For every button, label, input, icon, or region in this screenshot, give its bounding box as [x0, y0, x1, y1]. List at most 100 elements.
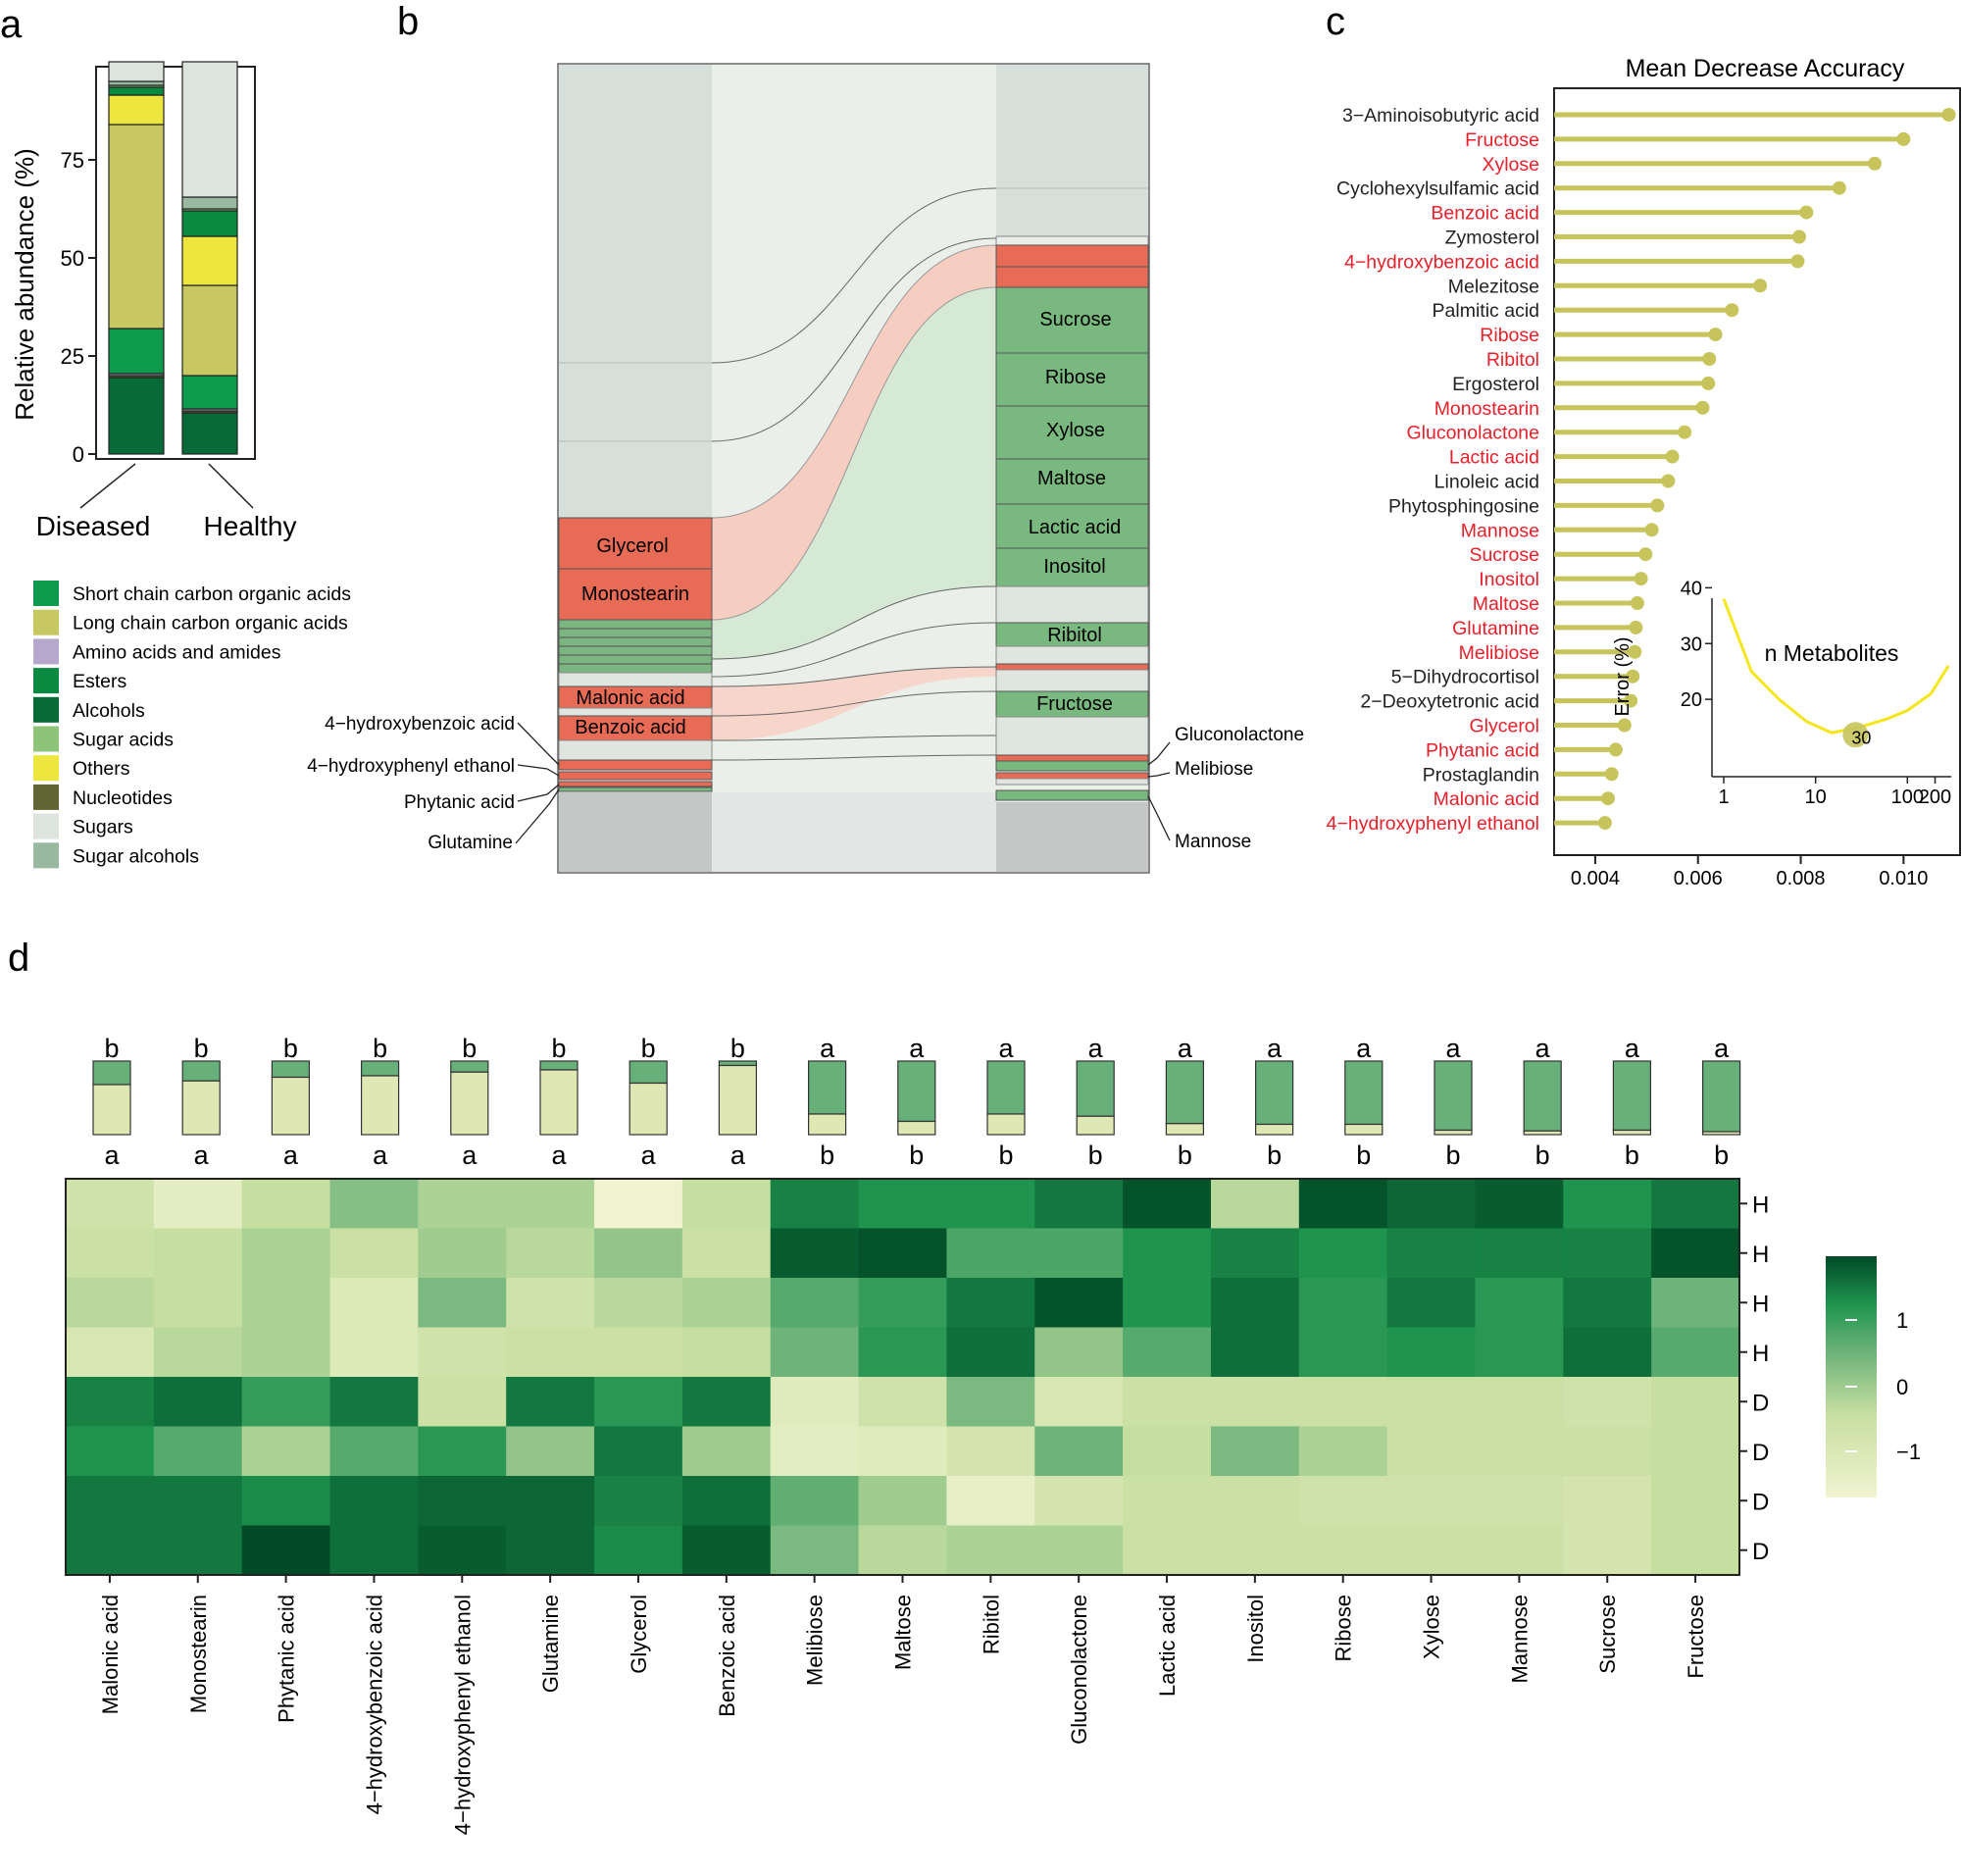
heatmap-cell: [329, 1377, 419, 1427]
lollipop-label: Phytosphingosine: [1388, 495, 1539, 517]
bar-diseased-portion: [807, 1113, 847, 1136]
legend-label: Long chain carbon organic acids: [73, 613, 348, 634]
legend-swatch: [33, 813, 59, 839]
heatmap-cell: [66, 1327, 155, 1378]
label-right-inositol: Inositol: [1043, 556, 1105, 578]
sig-letter-bottom: b: [1714, 1141, 1729, 1170]
heatmap-cell: [418, 1278, 507, 1328]
heatmap-cell: [153, 1377, 243, 1427]
heatmap-cell: [1651, 1525, 1740, 1576]
bar-healthy-portion: [271, 1060, 310, 1079]
a-ytick-label: 0: [73, 442, 84, 467]
callout-4hpe: 4−hydroxyphenyl ethanol: [307, 756, 515, 777]
panel-c-lollipop-chart: Mean Decrease Accuracy 3−Aminoisobutyric…: [1327, 55, 1961, 889]
lollipop-dot: [1701, 376, 1716, 390]
bar-segment-healthy-sugar-alcohols: [181, 196, 238, 210]
lollipop-dot: [1941, 108, 1956, 122]
lollipop-label: Inositol: [1479, 569, 1539, 590]
node-right-gray-a: [995, 235, 1149, 246]
heatmap-cell: [1034, 1525, 1124, 1576]
heatmap-cell: [153, 1426, 243, 1477]
node-left-gray-2: [558, 707, 713, 717]
bar-diseased-portion: [1165, 1123, 1205, 1136]
lollipop-label: 5−Dihydrocortisol: [1391, 667, 1539, 688]
lollipop-dot: [1790, 254, 1805, 269]
column-label: Xylose: [1420, 1595, 1444, 1659]
sig-letter-top: b: [462, 1034, 477, 1063]
callout-line-gluconolactone: [1147, 741, 1171, 766]
sig-letter-top: b: [551, 1034, 566, 1063]
heatmap-cell: [770, 1525, 860, 1576]
heatmap-cell: [153, 1278, 243, 1328]
lollipop-label: 3−Aminoisobutyric acid: [1342, 105, 1539, 127]
heatmap-cell: [153, 1525, 243, 1576]
legend-label: Short chain carbon organic acids: [73, 583, 351, 605]
bar-diseased-portion: [181, 1080, 221, 1136]
bar-healthy-portion: [629, 1060, 668, 1085]
lollipop-label: Prostaglandin: [1423, 764, 1539, 786]
bar-segment-healthy-sugars: [181, 61, 238, 198]
column-label: Benzoic acid: [715, 1595, 739, 1717]
lollipop-label: 4−hydroxybenzoic acid: [1344, 251, 1539, 273]
lollipop-dot: [1624, 693, 1638, 708]
label-left-monostearin: Monostearin: [581, 583, 689, 605]
heatmap-cell: [241, 1476, 331, 1526]
legend-swatch: [33, 842, 59, 869]
lollipop-dot: [1661, 474, 1676, 488]
lollipop-dot: [1702, 352, 1717, 366]
node-left-benzoic-acid: [558, 715, 713, 741]
heatmap-cell: [1123, 1179, 1212, 1229]
bar-diseased-portion: [718, 1064, 758, 1136]
heatmap-cell: [1651, 1327, 1740, 1378]
legend-label: Sugars: [73, 817, 133, 838]
callout-line-4hpe: [517, 764, 560, 777]
heatmap-cell: [1651, 1179, 1740, 1229]
panel-label-c: c: [1326, 0, 1345, 43]
heatmap-cell: [1123, 1377, 1212, 1427]
heatmap-cell: [1210, 1179, 1300, 1229]
node-right-gray-d: [995, 669, 1149, 692]
column-label: Glycerol: [627, 1595, 651, 1674]
node-right-gluconolactone: [995, 760, 1149, 772]
heatmap-cell: [594, 1228, 683, 1279]
heatmap-cell: [1123, 1426, 1212, 1477]
heatmap-cell: [1386, 1377, 1476, 1427]
heatmap-cell: [681, 1525, 772, 1576]
heatmap-cell: [1210, 1278, 1300, 1328]
right-column-sugars: [996, 65, 1148, 236]
heatmap-cell: [506, 1525, 595, 1576]
column-label: Inositol: [1243, 1595, 1268, 1663]
category-label-healthy: Healthy: [204, 511, 297, 541]
heatmap-cell: [858, 1228, 947, 1279]
heatmap-cell: [1651, 1476, 1740, 1526]
row-label: D: [1752, 1539, 1769, 1565]
lollipop-label: Glycerol: [1469, 716, 1539, 737]
column-label: Mannose: [1507, 1595, 1532, 1684]
lollipop-label: Lactic acid: [1449, 447, 1539, 469]
bar-healthy-portion: [807, 1060, 847, 1115]
sig-letter-bottom: b: [1088, 1141, 1103, 1170]
label-right-ribose: Ribose: [1045, 367, 1106, 388]
label-left-malonic-acid: Malonic acid: [576, 687, 684, 709]
bar-healthy-portion: [92, 1060, 131, 1086]
heatmap-cell: [1123, 1476, 1212, 1526]
bar-healthy-portion: [1344, 1060, 1383, 1126]
heatmap-cell: [329, 1327, 419, 1378]
legend-swatch: [33, 784, 59, 810]
c-xtick-label: 0.008: [1777, 868, 1826, 889]
flow-line-3: [711, 244, 997, 519]
heatmap-cell: [153, 1228, 243, 1279]
lollipop-dot: [1629, 620, 1643, 634]
node-right-bottom: [996, 802, 1148, 872]
heatmap-cell: [506, 1278, 595, 1328]
heatmap-cell: [1651, 1426, 1740, 1477]
label-right-maltose: Maltose: [1037, 468, 1106, 489]
heatmap-cell: [858, 1327, 947, 1378]
category-label-diseased: Diseased: [36, 511, 151, 541]
heatmap-cell: [770, 1228, 860, 1279]
bar-diseased-portion: [1344, 1123, 1383, 1136]
node-right-red-1: [995, 244, 1149, 268]
heatmap-cell: [418, 1179, 507, 1229]
